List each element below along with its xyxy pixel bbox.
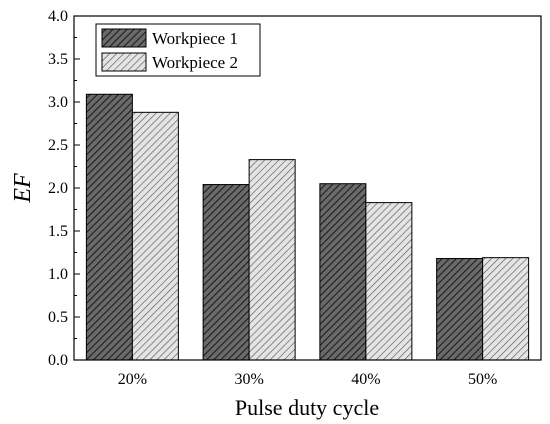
y-tick-label: 0.0 bbox=[48, 352, 68, 369]
x-tick-label: 20% bbox=[118, 371, 147, 388]
x-axis-title: Pulse duty cycle bbox=[235, 395, 379, 420]
y-tick-label: 1.5 bbox=[48, 223, 68, 240]
y-tick-label: 2.0 bbox=[48, 180, 68, 197]
x-tick-label: 40% bbox=[351, 371, 380, 388]
x-tick-label: 50% bbox=[468, 371, 497, 388]
bar-series-1-40pct bbox=[319, 183, 367, 361]
legend-label-workpiece-1: Workpiece 1 bbox=[152, 29, 238, 48]
legend-swatch-workpiece-2 bbox=[101, 52, 147, 72]
y-axis-title: EF bbox=[10, 173, 36, 204]
legend-label-workpiece-2: Workpiece 2 bbox=[152, 53, 238, 72]
y-tick-label: 2.5 bbox=[48, 137, 68, 154]
bar-series-1-50pct bbox=[436, 258, 484, 361]
bar-series-2-50pct bbox=[482, 257, 530, 361]
bar-series-1-30pct bbox=[202, 184, 250, 361]
bars-group bbox=[85, 93, 530, 361]
x-tick-label: 30% bbox=[234, 371, 263, 388]
legend: Workpiece 1 Workpiece 2 bbox=[95, 23, 261, 77]
bar-series-2-30pct bbox=[248, 159, 296, 361]
bar-series-1-20pct bbox=[85, 93, 133, 361]
y-tick-label: 0.5 bbox=[48, 309, 68, 326]
y-tick-label: 3.5 bbox=[48, 51, 68, 68]
y-axis-ticks: 0.0 0.5 1.0 1.5 2.0 2.5 3.0 3.5 4.0 bbox=[48, 8, 80, 369]
plot-frame bbox=[73, 15, 542, 361]
legend-swatch-workpiece-1 bbox=[101, 28, 147, 48]
y-tick-label: 4.0 bbox=[48, 8, 68, 25]
y-tick-label: 3.0 bbox=[48, 94, 68, 111]
bar-series-2-20pct bbox=[131, 111, 179, 361]
y-tick-label: 1.0 bbox=[48, 266, 68, 283]
bar-series-2-40pct bbox=[365, 202, 413, 361]
x-axis-ticks: 20% 30% 40% 50% bbox=[118, 355, 497, 388]
